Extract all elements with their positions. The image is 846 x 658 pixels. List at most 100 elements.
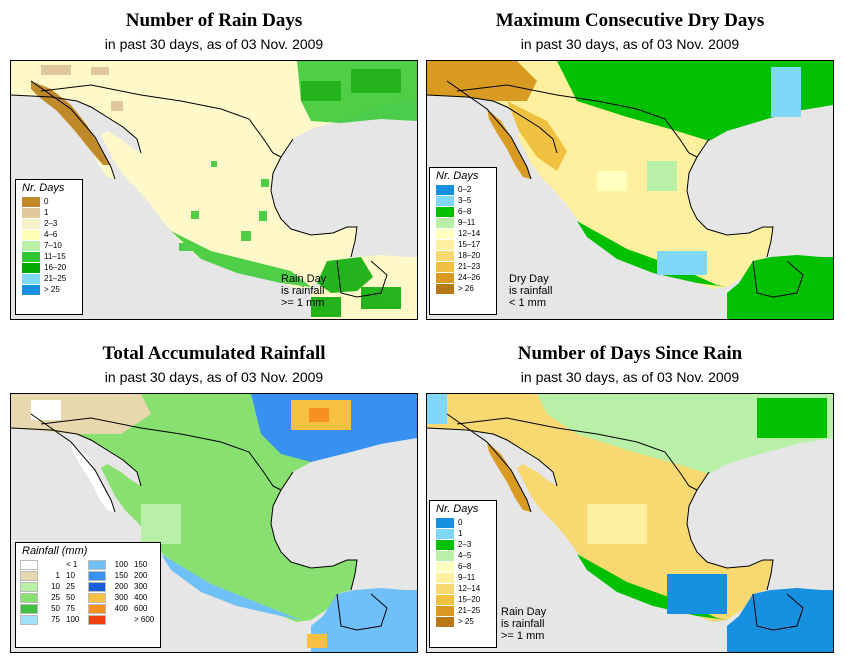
legend-swatch	[436, 616, 454, 627]
legend-swatch	[436, 184, 454, 195]
legend-row: 6–8	[430, 561, 496, 572]
legend-row: > 600	[88, 614, 156, 625]
legend-row: 3–5	[430, 195, 496, 206]
legend-swatch	[436, 550, 454, 561]
legend-range-high: 25	[66, 582, 75, 591]
legend-row: 100 150	[88, 559, 156, 570]
legend-swatch	[22, 273, 40, 284]
legend-label: > 25	[458, 617, 474, 626]
legend-label: 12–14	[458, 584, 481, 593]
legend-range-low: 75	[51, 615, 60, 624]
legend-swatch	[22, 251, 40, 262]
note-line: is rainfall	[501, 618, 545, 630]
legend-swatch	[88, 614, 106, 625]
legend-row: 9–11	[430, 572, 496, 583]
legend-swatch	[436, 206, 454, 217]
legend-row: 2–3	[16, 218, 82, 229]
days-patches	[427, 394, 833, 620]
legend-row: 1	[16, 207, 82, 218]
legend-label: 3–5	[458, 196, 472, 205]
legend-swatch	[436, 572, 454, 583]
legend-items: 0–2 3–5 6–8 9–11 12–14 15–17 18–20 21–23 24–26 > …	[430, 184, 496, 294]
legend-swatch	[436, 561, 454, 572]
legend-range-high: > 600	[134, 615, 155, 624]
panel-total-rainfall: Total Accumulated Rainfall in past 30 da…	[10, 333, 418, 658]
map-graphic	[427, 394, 833, 652]
legend-label: 6–8	[458, 207, 472, 216]
legend-range-high: 10	[66, 571, 75, 580]
legend-row: 7–10	[16, 240, 82, 251]
legend-swatch	[436, 195, 454, 206]
legend-column-right: 100 150 150 200 200 300 300 400 400 600 > 600	[88, 559, 156, 625]
legend-label: 2–3	[458, 540, 472, 549]
legend-row: 15–20	[430, 594, 496, 605]
panel-subtitle: in past 30 days, as of 03 Nov. 2009	[520, 36, 740, 52]
legend-label: 15–20	[458, 595, 481, 604]
note-line: >= 1 mm	[501, 630, 545, 642]
legend-row: 21–25	[16, 273, 82, 284]
legend-swatch	[88, 592, 106, 603]
legend-label: 2–3	[44, 219, 58, 228]
legend-label: 7–10	[44, 241, 62, 250]
legend-row: 50 75	[20, 603, 88, 614]
days-since-rain-map: Nr. Days 0 1 2–3 4–5 6–8 9–11 12–14 15–20 21–25 >…	[426, 393, 834, 653]
legend-range-low: 400	[114, 604, 128, 613]
legend-range-low: 50	[51, 604, 60, 613]
legend-label: 4–5	[458, 551, 472, 560]
legend-swatch	[20, 559, 38, 570]
legend-swatch	[436, 250, 454, 261]
legend-row: 9–11	[430, 217, 496, 228]
legend-label: 24–26	[458, 273, 481, 282]
definition-note: Dry Day is rainfall < 1 mm	[509, 273, 552, 309]
legend-row: 0–2	[430, 184, 496, 195]
legend-row: 0	[430, 517, 496, 528]
legend-swatch	[22, 284, 40, 295]
definition-note: Rain Day is rainfall >= 1 mm	[281, 273, 326, 309]
legend-label: 0	[44, 197, 49, 206]
panel-subtitle: in past 30 days, as of 03 Nov. 2009	[104, 369, 324, 385]
legend-range-low: 1	[55, 571, 60, 580]
legend-title: Nr. Days	[436, 170, 479, 182]
legend-row: < 1	[20, 559, 88, 570]
legend-label: 16–20	[44, 263, 67, 272]
legend-swatch	[20, 581, 38, 592]
legend-range-low: 100	[114, 560, 128, 569]
wet-patches	[171, 61, 417, 317]
panel-title: Number of Days Since Rain	[517, 343, 743, 364]
legend-range-low: 200	[114, 582, 128, 591]
note-line: Dry Day	[509, 273, 549, 285]
legend-swatch	[436, 539, 454, 550]
legend-range-high: 75	[66, 604, 75, 613]
legend-swatch	[436, 605, 454, 616]
legend-swatch	[436, 594, 454, 605]
legend-swatch	[436, 517, 454, 528]
legend-label: 0–2	[458, 185, 472, 194]
legend-row: 300 400	[88, 592, 156, 603]
legend-label: 1	[44, 208, 49, 217]
legend-row: 6–8	[430, 206, 496, 217]
legend-range-high: 50	[66, 593, 75, 602]
legend-swatch	[22, 218, 40, 229]
legend-range-high: 400	[134, 593, 148, 602]
legend-row: > 25	[16, 284, 82, 295]
dry-days-map: Nr. Days 0–2 3–5 6–8 9–11 12–14 15–17 18–20 21–…	[426, 60, 834, 320]
panel-days-since-rain: Number of Days Since Rain in past 30 day…	[426, 333, 834, 658]
legend-row: 400 600	[88, 603, 156, 614]
panel-title: Number of Rain Days	[125, 10, 303, 31]
coastlines-borders	[427, 80, 804, 298]
legend-row: 12–14	[430, 228, 496, 239]
legend-swatch	[436, 583, 454, 594]
legend-range-high: < 1	[66, 560, 78, 569]
legend-title: Nr. Days	[436, 503, 479, 515]
legend-row: 0	[16, 196, 82, 207]
map-graphic	[11, 394, 417, 652]
legend-swatch	[436, 239, 454, 250]
panel-subtitle: in past 30 days, as of 03 Nov. 2009	[520, 369, 740, 385]
panel-rain-days: Number of Rain Days in past 30 days, as …	[10, 0, 418, 325]
note-line: Rain Day	[501, 606, 547, 618]
legend-row: 25 50	[20, 592, 88, 603]
note-line: < 1 mm	[509, 297, 546, 309]
legend-swatch	[436, 528, 454, 539]
legend-row: 18–20	[430, 250, 496, 261]
legend-row: 15–17	[430, 239, 496, 250]
